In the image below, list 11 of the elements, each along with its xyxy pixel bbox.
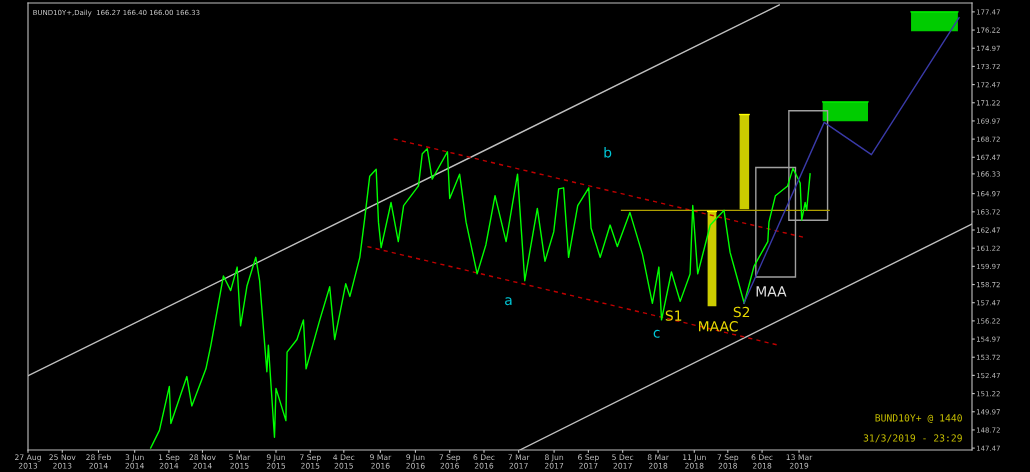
- line-series: [743, 16, 960, 304]
- annotation: MAA: [756, 286, 787, 297]
- annotation: c: [653, 329, 660, 338]
- annotation: MAAC: [699, 321, 738, 332]
- annotation: b: [604, 146, 612, 158]
- line-series: [149, 148, 811, 449]
- annotation: S2: [733, 306, 750, 318]
- annotation: 31/3/2019 - 23:29: [863, 434, 962, 443]
- annotation: S1: [665, 310, 682, 321]
- annotation: a: [505, 297, 512, 306]
- annotation: BUND10Y+ @ 1440: [875, 414, 962, 423]
